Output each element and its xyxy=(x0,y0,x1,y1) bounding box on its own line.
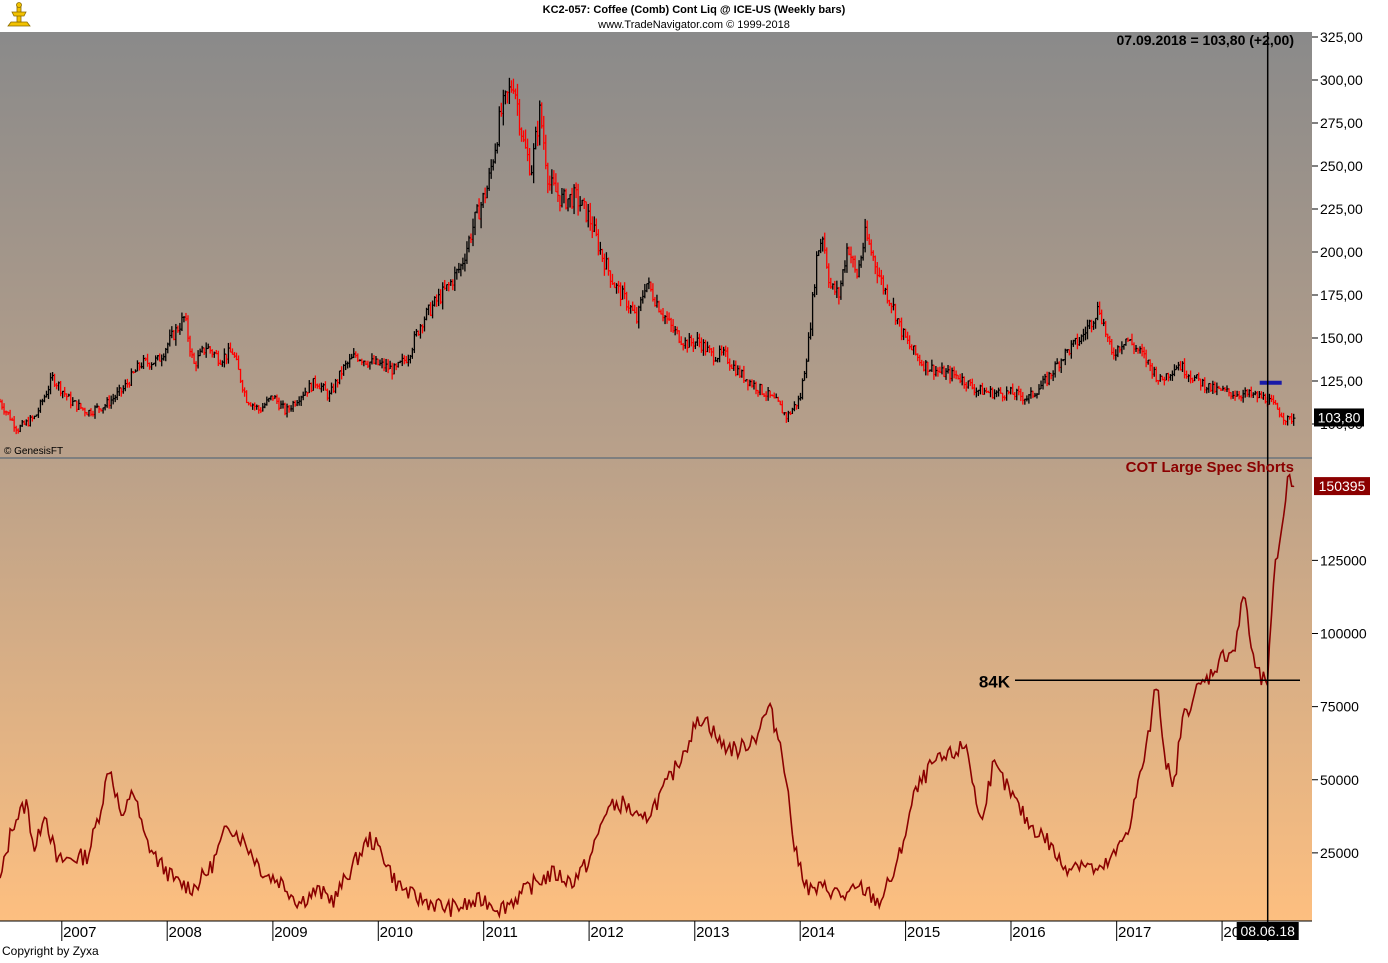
cot-tick-label: 125000 xyxy=(1320,552,1367,568)
chart-title: KC2-057: Coffee (Comb) Cont Liq @ ICE-US… xyxy=(543,4,846,16)
x-tick-label: 2017 xyxy=(1118,924,1151,941)
price-tick-label: 225,00 xyxy=(1320,201,1363,217)
annotation-84k-label: 84K xyxy=(979,672,1011,691)
genesis-watermark: © GenesisFT xyxy=(4,446,63,457)
price-tick-label: 300,00 xyxy=(1320,72,1363,88)
price-y-axis: 100,00125,00150,00175,00200,00225,00250,… xyxy=(1312,29,1363,432)
x-tick-label: 2016 xyxy=(1012,924,1045,941)
x-tick-label: 2011 xyxy=(486,924,518,941)
x-tick-label: 2013 xyxy=(696,924,729,941)
cot-tick-label: 25000 xyxy=(1320,845,1359,861)
x-tick-label: 2014 xyxy=(801,924,834,941)
price-tick-label: 275,00 xyxy=(1320,115,1363,131)
cot-y-axis: 25000 50000 75000 100000 125000 xyxy=(1312,552,1367,861)
cot-series-line xyxy=(0,473,1295,919)
x-axis: 2007 2008 2009 2010 2011 2012 2013 2014 2015 2016… xyxy=(0,920,1312,941)
chart-subtitle: www.TradeNavigator.com © 1999-2018 xyxy=(597,19,790,31)
footer-area xyxy=(0,943,1312,958)
price-tick-label: 150,00 xyxy=(1320,330,1363,346)
cot-tick-label: 50000 xyxy=(1320,772,1359,788)
cursor-date: 08.06.18 xyxy=(1240,923,1295,939)
cot-tick-label: 75000 xyxy=(1320,699,1359,715)
cot-last-value-badge: 150395 xyxy=(1314,477,1370,496)
cursor-readout: 07.09.2018 = 103,80 (+2,00) xyxy=(1117,32,1294,48)
plot-background xyxy=(0,32,1312,921)
x-tick-label: 2012 xyxy=(590,924,623,941)
cot-panel-title: COT Large Spec Shorts xyxy=(1126,459,1294,476)
header-bar xyxy=(0,0,1388,32)
x-tick-label: 2009 xyxy=(274,924,307,941)
cot-tick-label: 100000 xyxy=(1320,626,1367,642)
cursor-date-badge: 08.06.18 xyxy=(1236,922,1299,940)
price-bars xyxy=(0,77,1296,435)
x-tick-label: 2007 xyxy=(63,924,96,941)
trade-navigator-logo-icon[interactable] xyxy=(4,2,34,30)
price-tick-label: 175,00 xyxy=(1320,287,1363,303)
x-tick-label: 2010 xyxy=(380,924,413,941)
price-tick-label: 250,00 xyxy=(1320,158,1363,174)
cot-line-group xyxy=(0,473,1295,919)
cot-last-value: 150395 xyxy=(1319,478,1366,494)
price-tick-label: 200,00 xyxy=(1320,244,1363,260)
x-axis-area xyxy=(0,921,1312,943)
x-tick-label: 2015 xyxy=(907,924,940,941)
price-last-value-badge: 103,80 xyxy=(1314,408,1364,427)
price-tick-label: 125,00 xyxy=(1320,373,1363,389)
x-tick-label: 2008 xyxy=(169,924,202,941)
price-last-value: 103,80 xyxy=(1318,409,1361,425)
price-tick-label: 325,00 xyxy=(1320,29,1363,45)
copyright-text: Copyright by Zyxa xyxy=(2,944,99,958)
